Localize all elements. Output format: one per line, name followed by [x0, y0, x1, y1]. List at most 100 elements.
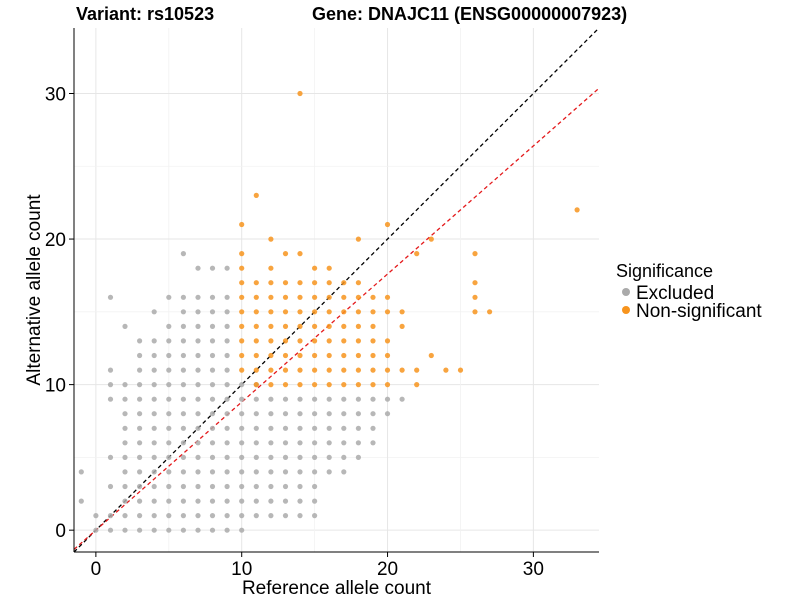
point-excluded [209, 425, 216, 431]
point-non-significant [326, 323, 332, 329]
point-excluded [107, 513, 114, 519]
point-excluded [268, 454, 274, 460]
point-excluded [355, 396, 361, 402]
point-excluded [166, 469, 172, 475]
point-excluded [122, 527, 128, 533]
point-non-significant [239, 221, 245, 228]
point-excluded [355, 440, 361, 446]
point-excluded [253, 396, 259, 402]
point-excluded [151, 367, 157, 373]
point-non-significant [282, 294, 289, 300]
point-excluded [166, 294, 172, 300]
point-excluded [224, 454, 230, 460]
point-excluded [282, 469, 289, 475]
point-non-significant [297, 338, 303, 344]
point-non-significant [384, 309, 391, 315]
point-excluded [151, 411, 157, 417]
point-excluded [268, 440, 274, 446]
point-non-significant [326, 382, 332, 388]
point-excluded [209, 498, 216, 504]
point-non-significant [312, 338, 318, 344]
point-non-significant [239, 352, 245, 359]
point-excluded [209, 527, 216, 533]
reference-line-1 [73, 27, 600, 553]
chart-title-variant: Variant: rs10523 [76, 4, 215, 24]
point-excluded [195, 309, 201, 315]
point-non-significant [282, 352, 289, 359]
point-excluded [224, 323, 230, 329]
point-excluded [137, 483, 143, 490]
point-excluded [122, 483, 128, 490]
point-excluded [209, 309, 216, 315]
point-non-significant [428, 352, 434, 359]
point-excluded [224, 396, 230, 402]
point-excluded [195, 382, 201, 388]
point-non-significant [239, 280, 245, 286]
point-non-significant [472, 294, 478, 300]
point-excluded [253, 498, 259, 504]
point-excluded [239, 469, 245, 475]
point-excluded [166, 411, 172, 417]
point-excluded [370, 440, 376, 446]
point-excluded [180, 367, 186, 373]
point-excluded [209, 454, 216, 460]
point-excluded [166, 454, 172, 460]
point-excluded [268, 513, 274, 519]
point-excluded [224, 294, 230, 300]
point-excluded [122, 498, 128, 504]
point-excluded [137, 440, 143, 446]
point-excluded [341, 425, 347, 431]
point-non-significant [297, 90, 303, 97]
point-non-significant [341, 280, 347, 286]
point-non-significant [457, 367, 464, 373]
point-excluded [122, 396, 128, 402]
point-excluded [282, 425, 289, 431]
point-excluded [151, 513, 157, 519]
point-non-significant [355, 309, 361, 315]
point-non-significant [253, 352, 259, 359]
point-non-significant [326, 338, 332, 344]
legend-label: Excluded [636, 283, 714, 304]
point-excluded [195, 352, 201, 359]
point-non-significant [297, 323, 303, 329]
point-excluded [151, 338, 157, 344]
point-excluded [195, 338, 201, 344]
point-non-significant [268, 280, 274, 286]
point-excluded [195, 396, 201, 402]
point-excluded [239, 454, 245, 460]
point-non-significant [312, 323, 318, 329]
point-excluded [180, 454, 186, 460]
point-non-significant [312, 352, 318, 359]
point-excluded [107, 483, 114, 490]
point-non-significant [355, 236, 361, 242]
point-excluded [180, 483, 186, 490]
point-non-significant [384, 367, 391, 373]
point-excluded [195, 469, 201, 475]
point-non-significant [326, 294, 332, 300]
point-non-significant [297, 382, 303, 388]
point-non-significant [253, 280, 259, 286]
point-excluded [107, 527, 114, 533]
point-excluded [268, 411, 274, 417]
point-excluded [297, 411, 303, 417]
point-excluded [384, 396, 391, 402]
point-excluded [166, 382, 172, 388]
point-non-significant [268, 352, 274, 359]
y-tick-label: 0 [55, 521, 66, 542]
point-non-significant [370, 309, 376, 315]
point-non-significant [312, 367, 318, 373]
point-excluded [93, 513, 99, 519]
point-excluded [209, 367, 216, 373]
point-excluded [268, 469, 274, 475]
point-excluded [209, 294, 216, 300]
point-excluded [224, 527, 230, 533]
point-excluded [195, 440, 201, 446]
point-excluded [166, 396, 172, 402]
point-excluded [166, 483, 172, 490]
x-tick-label: 30 [523, 559, 544, 580]
point-excluded [268, 483, 274, 490]
point-excluded [166, 367, 172, 373]
point-non-significant [253, 382, 259, 388]
point-excluded [151, 309, 157, 315]
